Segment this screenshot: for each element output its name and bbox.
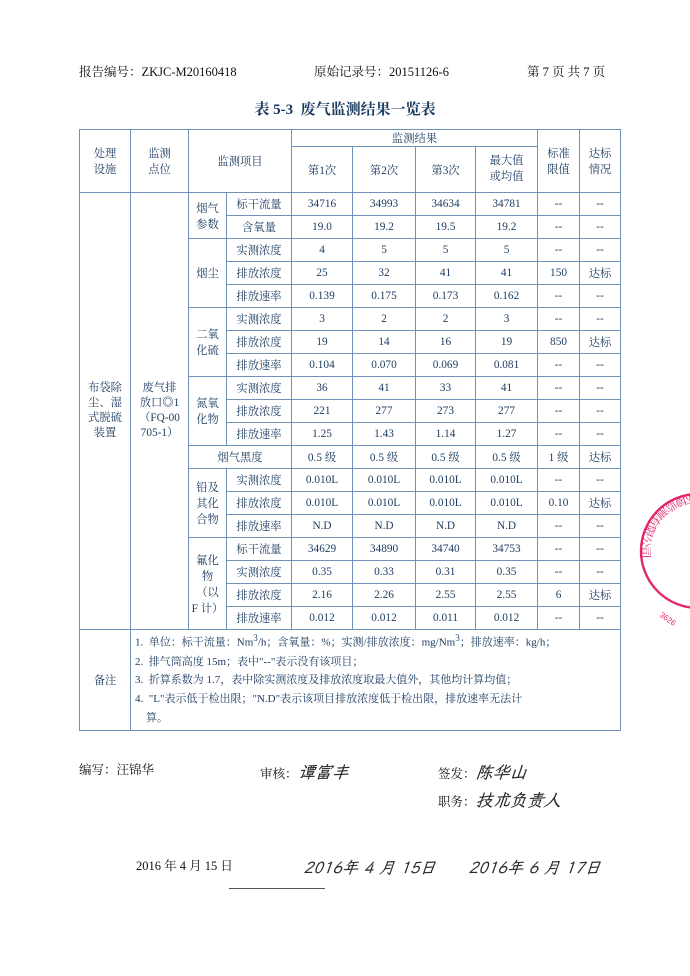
svg-text:环境监测有限公司: 环境监测有限公司 [637, 490, 690, 559]
svg-text:3626: 3626 [658, 610, 678, 628]
